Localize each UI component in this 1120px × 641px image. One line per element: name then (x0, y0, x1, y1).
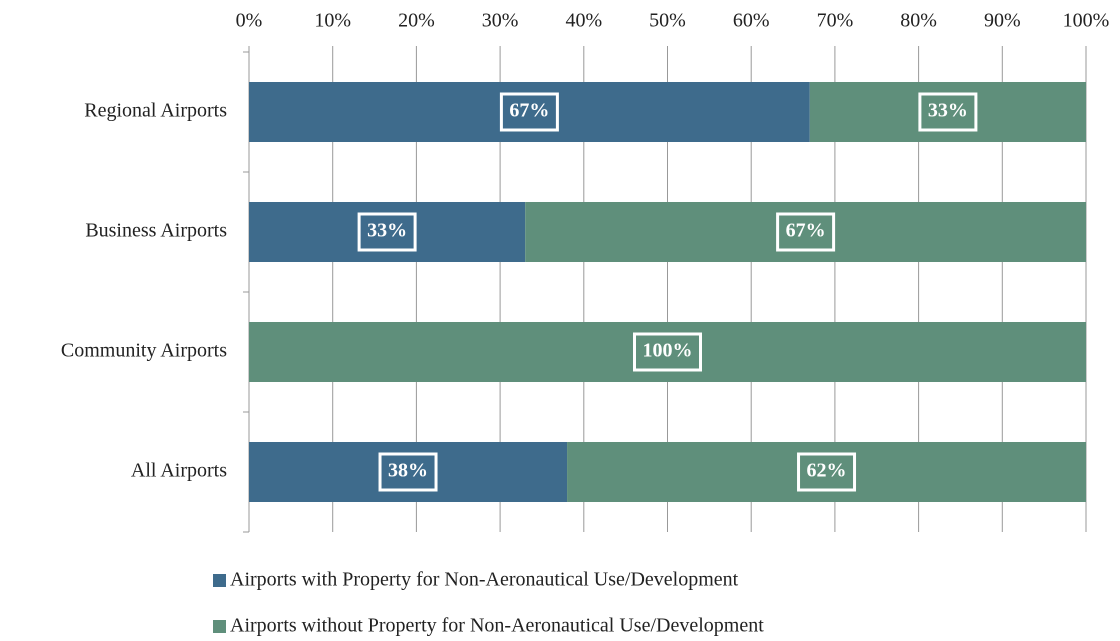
y-tick-label: Business Airports (85, 220, 227, 242)
x-tick-label: 90% (984, 10, 1021, 32)
data-label: 67% (786, 220, 826, 242)
data-label: 100% (643, 340, 693, 362)
x-tick-label: 0% (236, 10, 263, 32)
label-box (797, 452, 857, 492)
data-label: 33% (367, 220, 407, 242)
bar (809, 82, 1086, 142)
x-tick-label: 100% (1063, 10, 1110, 32)
label-box (776, 212, 836, 252)
label-box (357, 212, 417, 252)
bar (249, 442, 568, 502)
x-tick-label: 50% (649, 10, 686, 32)
legend-label: Airports without Property for Non-Aerona… (230, 615, 764, 637)
x-tick-label: 80% (900, 10, 937, 32)
label-box (918, 92, 978, 132)
bar (249, 322, 1086, 382)
legend-swatch (213, 574, 226, 587)
label-box (499, 92, 559, 132)
data-label: 33% (928, 100, 968, 122)
bar (567, 442, 1086, 502)
bar (249, 202, 526, 262)
bar (249, 82, 810, 142)
data-label: 38% (388, 460, 428, 482)
label-box (633, 332, 702, 372)
x-tick-label: 10% (314, 10, 351, 32)
x-tick-label: 60% (733, 10, 770, 32)
y-tick-label: Community Airports (61, 340, 227, 362)
data-label: 62% (807, 460, 847, 482)
y-tick-label: Regional Airports (84, 100, 227, 122)
x-tick-label: 20% (398, 10, 435, 32)
data-label: 67% (509, 100, 549, 122)
x-tick-label: 30% (482, 10, 519, 32)
legend-swatch (213, 620, 226, 633)
bar (525, 202, 1086, 262)
label-box (378, 452, 438, 492)
legend-label: Airports with Property for Non-Aeronauti… (230, 569, 739, 591)
x-tick-label: 40% (565, 10, 602, 32)
x-tick-label: 70% (817, 10, 854, 32)
y-tick-label: All Airports (131, 460, 227, 482)
